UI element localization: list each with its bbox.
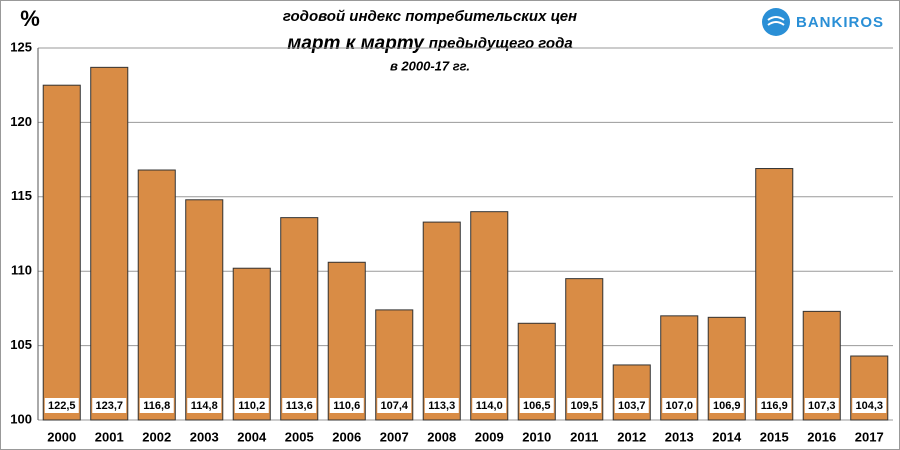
x-tick-label: 2016 [807,429,836,444]
value-label: 114,0 [476,400,503,412]
value-label-bg [377,398,412,413]
value-label-bg [187,398,222,413]
value-label: 107,0 [665,400,693,412]
x-tick-label: 2008 [427,429,456,444]
bar [90,66,129,421]
bar [755,168,794,421]
value-label: 110,2 [238,400,265,412]
bar [185,199,224,421]
chart-title: годовой индекс потребительских цен [283,8,577,25]
value-label-bg [472,398,507,413]
value-label: 104,3 [855,400,883,412]
x-tick-label: 2015 [760,429,789,444]
bar [280,217,319,421]
bar [422,221,461,421]
x-tick-label: 2006 [332,429,361,444]
value-label-bg [424,398,459,413]
value-label-bg [709,398,744,413]
x-tick-label: 2002 [142,429,171,444]
value-label-bg [662,398,697,413]
value-label-bg [282,398,317,413]
value-label: 110,6 [333,400,360,412]
subtitle-part: предыдущего года [429,35,573,52]
value-label: 123,7 [95,400,123,412]
value-label: 116,9 [761,400,788,412]
x-tick-label: 2011 [570,429,598,444]
x-tick-label: 2017 [855,429,884,444]
x-tick-label: 2010 [522,429,551,444]
y-tick-label: 110 [11,263,32,278]
value-label: 116,8 [143,400,170,412]
bar [42,84,81,421]
value-label: 107,3 [808,400,836,412]
value-label-bg [329,398,364,413]
logo-text: BANKIROS [796,14,884,31]
y-tick-label: 120 [10,114,32,129]
logo-bg [755,5,895,39]
value-label-bg [757,398,792,413]
value-label: 107,4 [380,400,408,412]
x-tick-label: 2009 [475,429,504,444]
bar [137,169,176,421]
x-tick-label: 2005 [285,429,314,444]
y-tick-label: 115 [11,188,32,203]
x-tick-label: 2004 [237,429,267,444]
value-label: 113,3 [428,400,455,412]
value-label-bg [44,398,79,413]
bar [232,267,271,421]
y-axis-label: % [20,6,40,31]
y-tick-label: 100 [10,411,32,426]
bar [327,261,366,421]
value-label: 109,5 [570,400,598,412]
value-label-bg [92,398,127,413]
chart-period: в 2000-17 гг. [390,58,470,73]
value-label: 114,8 [191,400,218,412]
y-tick-label: 105 [10,337,32,352]
x-tick-label: 2012 [617,429,646,444]
logo: BANKIROS [755,5,895,39]
value-label: 106,5 [523,400,551,412]
x-tick-label: 2014 [712,429,742,444]
value-label-bg [614,398,649,413]
value-label-bg [567,398,602,413]
bar [565,278,604,421]
x-tick-label: 2003 [190,429,219,444]
value-label-bg [519,398,554,413]
y-tick-label: 125 [10,39,32,54]
value-label-bg [139,398,174,413]
value-label: 113,6 [286,400,313,412]
x-tick-label: 2013 [665,429,694,444]
subtitle-part: март к марту [287,33,425,54]
x-tick-label: 2000 [47,429,76,444]
value-label: 122,5 [48,400,76,412]
bar [470,211,509,421]
logo-waves [767,16,785,26]
value-label: 103,7 [618,400,646,412]
x-tick-label: 2007 [380,429,409,444]
value-label-bg [804,398,839,413]
value-label: 106,9 [713,400,741,412]
x-tick-label: 2001 [95,429,124,444]
chart-subtitle: март к марту предыдущего года [287,33,572,54]
value-label-bg [852,398,887,413]
value-label-bg [234,398,269,413]
